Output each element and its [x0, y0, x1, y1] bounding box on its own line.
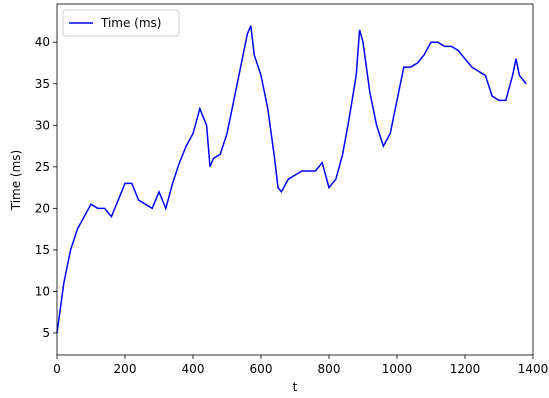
x-tick-label: 1200 [450, 362, 481, 376]
x-tick-label: 1400 [518, 362, 549, 376]
x-tick-label: 600 [250, 362, 273, 376]
data-line [56, 25, 527, 334]
y-axis-label: Time (ms) [9, 150, 23, 212]
y-tick-label: 15 [35, 243, 50, 257]
legend-label: Time (ms) [100, 16, 162, 30]
x-tick-label: 200 [114, 362, 137, 376]
y-tick-label: 35 [35, 77, 50, 91]
x-tick-label: 1000 [382, 362, 413, 376]
x-tick-label: 800 [318, 362, 341, 376]
legend-box [62, 9, 180, 37]
y-tick-label: 10 [35, 284, 50, 298]
y-tick-label: 20 [35, 201, 50, 215]
y-tick-label: 25 [35, 160, 50, 174]
y-tick-label: 5 [42, 326, 50, 340]
x-tick-label: 0 [53, 362, 61, 376]
x-axis-label: t [293, 380, 298, 394]
y-tick-label: 40 [35, 35, 50, 49]
plot-frame [56, 3, 534, 356]
x-tick-label: 400 [182, 362, 205, 376]
legend: Time (ms) [62, 9, 180, 37]
y-tick-label: 30 [35, 118, 50, 132]
